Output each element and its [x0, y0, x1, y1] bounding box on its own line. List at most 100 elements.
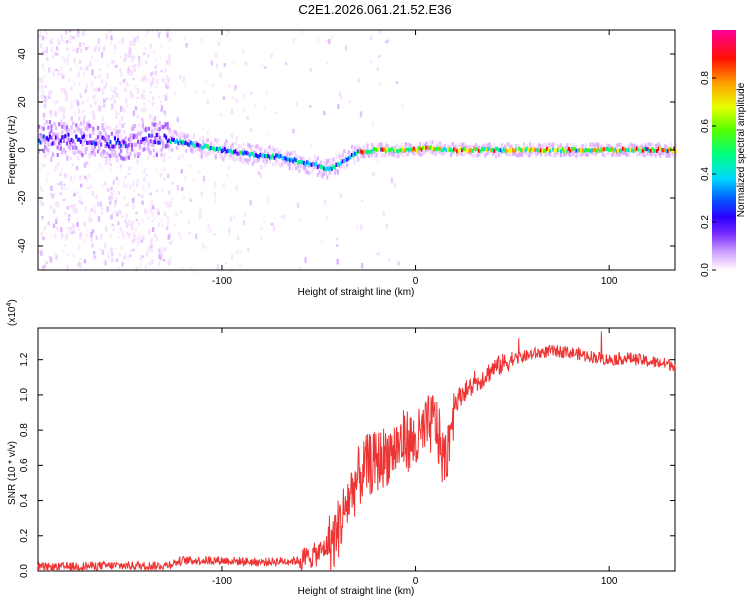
spectrogram-halo-cell [668, 151, 671, 156]
spectrogram-halo-cell [614, 153, 617, 158]
spectrogram-noise-cell [109, 64, 113, 70]
spectrogram-noise-cell [94, 88, 98, 92]
spectrogram-noise-cell [166, 63, 170, 68]
spectrogram-noise-cell [62, 115, 66, 119]
spectrogram-noise-cell [56, 52, 59, 56]
spectrogram-halo-cell [174, 129, 177, 134]
spectrogram-noise-cell [114, 44, 117, 50]
spectrogram-noise-cell [217, 185, 221, 188]
spectrogram-halo-cell [381, 143, 385, 148]
spectrogram-noise-cell [292, 129, 295, 134]
spectrogram-ridge-cell [372, 147, 375, 152]
spectrogram-noise-cell [83, 238, 86, 243]
spectrogram-ridge-cell [248, 153, 251, 158]
spectrogram-noise-cell [166, 32, 169, 38]
spectrogram-halo-cell [385, 153, 388, 158]
spectrogram-halo-cell [48, 120, 51, 124]
spectrogram-ridge-cell [244, 150, 247, 155]
spectrogram-noise-cell [120, 115, 124, 121]
spectrogram-noise-cell [63, 186, 66, 190]
spectrogram-halo-cell [146, 141, 149, 146]
spectrogram-ridge-cell [330, 166, 333, 171]
spectrogram-noise-cell [97, 196, 100, 201]
spectrogram-noise-cell [98, 201, 101, 205]
spectrogram-halo-cell [100, 152, 103, 157]
spectrogram-noise-cell [67, 52, 71, 57]
spectrogram-halo-cell [385, 142, 388, 147]
spectrogram-noise-cell [164, 199, 167, 204]
spectrogram-halo-cell [318, 165, 321, 170]
spectrogram-ridge-cell [474, 147, 477, 152]
spectrogram-noise-cell [94, 99, 97, 105]
spectrogram-noise-cell [164, 69, 168, 73]
spectrogram-noise-cell [61, 106, 64, 112]
spectrogram-halo-cell [135, 151, 138, 156]
spectrogram-halo-cell [620, 146, 623, 151]
snr-y-axis-label: SNR (10 * v/v) [7, 441, 18, 505]
spectrogram-noise-cell [99, 135, 102, 142]
spectrogram-noise-cell [159, 119, 163, 123]
spectrogram-halo-cell [51, 132, 55, 137]
spectrogram-noise-cell [338, 91, 341, 97]
spectrogram-ridge-cell [587, 147, 591, 152]
spectrogram-noise-cell [129, 40, 132, 47]
spectrogram-halo-cell [72, 121, 75, 126]
spectrogram-noise-cell [135, 61, 138, 66]
spectrogram-noise-cell [153, 208, 156, 211]
spectrogram-noise-cell [148, 261, 151, 266]
spectrogram-halo-cell [464, 142, 467, 147]
spectrogram-halo-cell [62, 122, 65, 127]
spectrogram-ridge-cell [113, 136, 117, 141]
spectrogram-noise-cell [83, 116, 86, 120]
spectrogram-noise-cell [153, 217, 156, 220]
spectrogram-noise-cell [73, 229, 76, 235]
spectrogram-noise-cell [137, 237, 141, 244]
spectrogram-noise-cell [166, 252, 170, 257]
spectrogram-noise-cell [149, 114, 152, 119]
spectrogram-halo-cell [525, 151, 529, 156]
spectrogram-ridge-cell [47, 137, 50, 142]
spectrogram-noise-cell [160, 251, 164, 257]
spectrogram-halo-cell [148, 142, 151, 147]
spectrogram-noise-cell [266, 197, 270, 203]
spectrogram-ridge-cell [355, 151, 358, 156]
spectrogram-halo-cell [78, 150, 81, 155]
spectrogram-ridge-cell [366, 150, 369, 155]
spectrogram-halo-cell [456, 152, 459, 157]
spectrogram-ridge-cell [482, 147, 485, 152]
spectrogram-noise-cell [238, 265, 242, 268]
spectrogram-noise-cell [131, 220, 134, 227]
spectrogram-noise-cell [142, 236, 145, 241]
spectrogram-noise-cell [140, 79, 143, 84]
spectrogram-halo-cell [118, 129, 121, 134]
spectrogram-halo-cell [474, 143, 477, 148]
spectrogram-noise-cell [146, 210, 149, 214]
spectrogram-noise-cell [176, 185, 180, 191]
spectrogram-noise-cell [112, 227, 115, 232]
spectrogram-ridge-cell [440, 148, 443, 152]
spectrogram-noise-cell [55, 99, 58, 104]
spectrogram-noise-cell [169, 133, 172, 137]
spectrogram-halo-cell [109, 126, 112, 131]
spectrogram-noise-cell [53, 169, 56, 172]
spectrogram-halo-cell [439, 141, 442, 146]
spectrogram-halo-cell [592, 142, 595, 147]
spectrogram-noise-cell [217, 219, 220, 224]
spectrogram-noise-cell [57, 237, 60, 242]
spectrogram-noise-cell [235, 98, 238, 104]
spectrogram-halo-cell [392, 153, 395, 158]
spectrogram-noise-cell [92, 110, 95, 115]
spectrogram-noise-cell [110, 175, 114, 180]
spectrogram-halo-cell [56, 132, 59, 137]
spectrogram-ridge-cell [471, 149, 474, 153]
spectrogram-ridge-cell [234, 149, 237, 154]
spectrogram-halo-cell [316, 172, 319, 177]
spectrogram-noise-cell [146, 30, 149, 35]
spectrogram-noise-cell [199, 154, 202, 160]
spectrogram-noise-cell [55, 250, 58, 255]
spectrogram-halo-cell [329, 170, 332, 175]
spectrogram-halo-cell [583, 145, 586, 150]
spectrogram-halo-cell [70, 131, 73, 136]
spectrogram-halo-cell [313, 165, 316, 170]
spectrogram-ridge-cell [239, 150, 242, 155]
